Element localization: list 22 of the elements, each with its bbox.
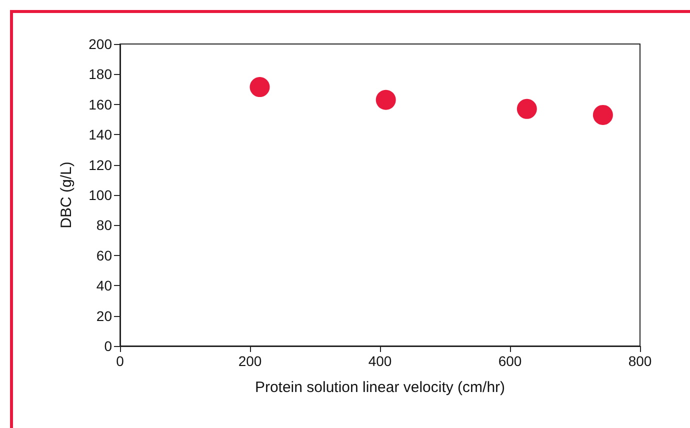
point: [516, 98, 537, 119]
y-tick-label: 100: [88, 187, 112, 203]
y-axis-title: DBC (g/L): [58, 162, 75, 228]
x-tick-label: 800: [628, 353, 652, 369]
y-tick-label: 60: [96, 247, 112, 264]
y-tick-label: 140: [88, 126, 112, 143]
x-tick-label: 0: [116, 353, 124, 369]
x-tick-label: 200: [238, 353, 262, 369]
y-tick-label: 0: [104, 338, 112, 354]
point: [592, 104, 613, 125]
y-tick-label: 20: [96, 308, 112, 324]
point: [376, 90, 396, 110]
y-tick-label: 160: [88, 96, 112, 112]
y-tick-label: 80: [96, 217, 112, 234]
y-tick-label: 180: [88, 66, 112, 82]
y-tick-label: 40: [96, 278, 112, 294]
x-tick-label: 400: [368, 353, 392, 369]
x-tick-label: 600: [498, 353, 522, 369]
x-axis-title: Protein solution linear velocity (cm/hr): [254, 379, 506, 396]
y-tick-label: 120: [88, 156, 112, 173]
point: [250, 77, 270, 98]
y-tick-label: 200: [88, 36, 112, 52]
